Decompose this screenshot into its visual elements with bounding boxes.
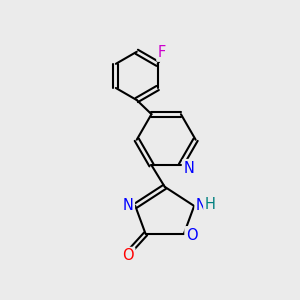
Text: O: O [186,228,198,243]
Text: N: N [196,198,207,213]
Text: O: O [122,248,134,263]
Text: N: N [122,198,134,213]
Text: H: H [205,197,216,212]
Text: F: F [158,45,166,60]
Text: N: N [184,160,195,175]
Text: O: O [186,228,198,243]
